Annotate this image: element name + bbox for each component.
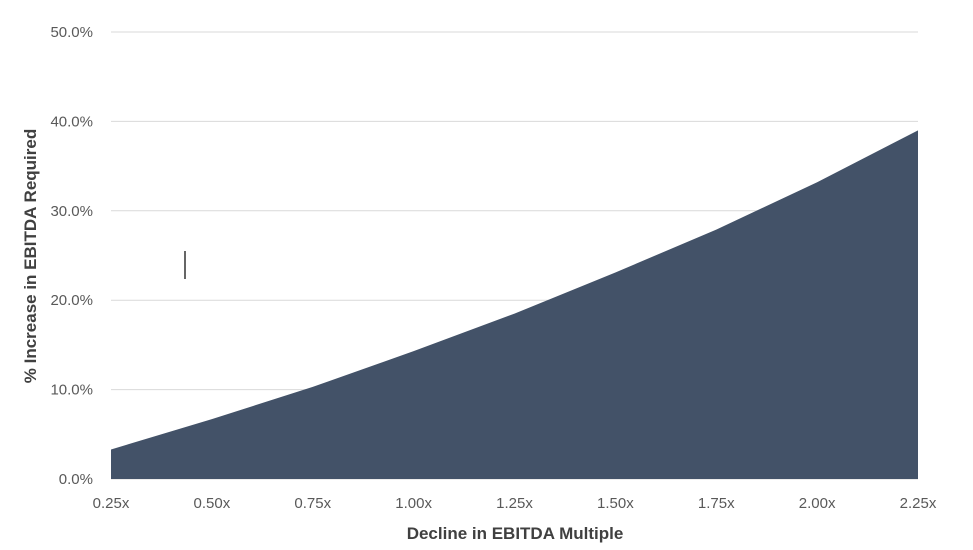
- x-tick-label: 1.75x: [698, 495, 735, 512]
- plot-area: [111, 130, 918, 479]
- x-tick-label: 1.50x: [597, 495, 634, 512]
- x-tick-label: 1.25x: [496, 495, 533, 512]
- y-tick-label: 50.0%: [50, 24, 93, 41]
- x-tick-label: 2.25x: [900, 495, 937, 512]
- y-axis-ticks: 0.0% 10.0% 20.0% 30.0% 40.0% 50.0%: [50, 24, 93, 488]
- y-tick-label: 40.0%: [50, 113, 93, 130]
- y-tick-label: 30.0%: [50, 203, 93, 220]
- y-axis-title: % Increase in EBITDA Required: [21, 129, 40, 383]
- x-tick-label: 2.00x: [799, 495, 836, 512]
- x-tick-label: 0.50x: [194, 495, 231, 512]
- x-axis-ticks: 0.25x 0.50x 0.75x 1.00x 1.25x 1.50x 1.75x 2.00x…: [93, 495, 937, 512]
- y-tick-label: 20.0%: [50, 292, 93, 309]
- y-tick-label: 10.0%: [50, 382, 93, 399]
- x-tick-label: 0.75x: [294, 495, 331, 512]
- y-tick-label: 0.0%: [59, 471, 93, 488]
- x-tick-label: 1.00x: [395, 495, 432, 512]
- area-series: [111, 130, 918, 479]
- x-tick-label: 0.25x: [93, 495, 130, 512]
- x-axis-title: Decline in EBITDA Multiple: [407, 524, 624, 543]
